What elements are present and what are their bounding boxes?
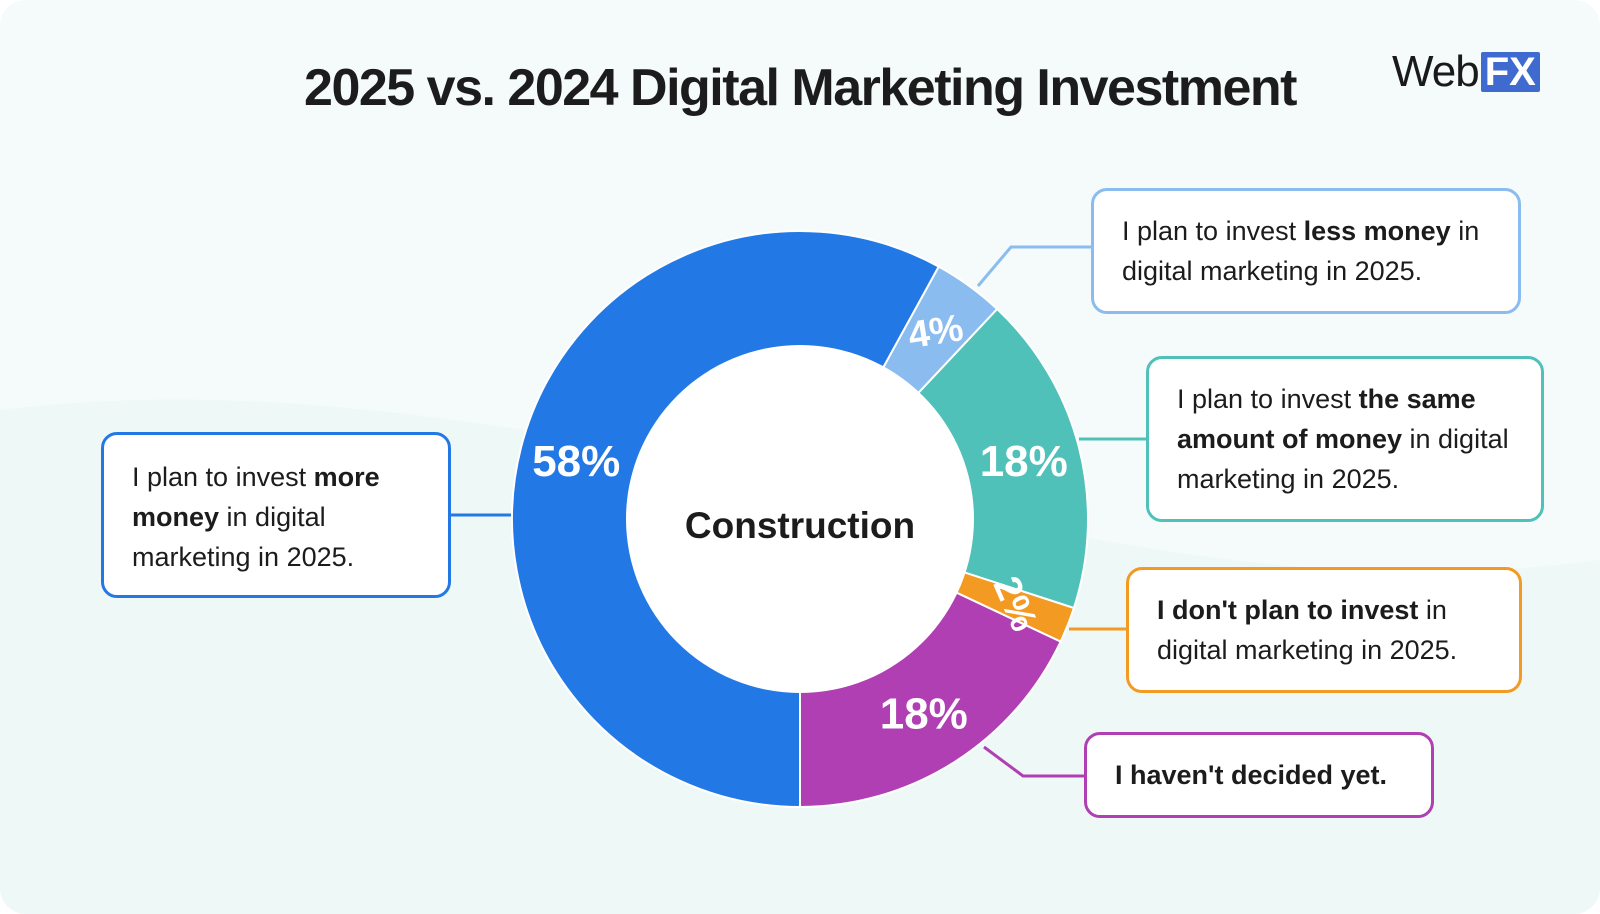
callout-none-post: in digital marketing in 2025. (1157, 595, 1458, 665)
logo-word: Web (1392, 47, 1480, 96)
callout-none-bold: I don't plan to invest (1157, 595, 1419, 625)
callout-less-money: I plan to invest less money in digital m… (1091, 188, 1521, 314)
callout-same-pre: I plan to invest (1177, 384, 1359, 414)
logo-mark: FX (1480, 52, 1540, 92)
slice-label-more: 58% (532, 437, 620, 486)
donut-hole (626, 345, 974, 693)
callout-more-money: I plan to invest more money in digital m… (101, 432, 451, 598)
center-label: Construction (685, 505, 915, 546)
callout-less-pre: I plan to invest (1122, 216, 1304, 246)
callout-same-money: I plan to invest the same amount of mone… (1146, 356, 1544, 522)
callout-undecided: I haven't decided yet. (1084, 732, 1434, 818)
callout-undecided-bold: I haven't decided yet. (1115, 760, 1388, 790)
slice-label-less: 4% (905, 307, 966, 357)
leader-line-less (976, 245, 1091, 287)
callout-more-bold: more money (132, 462, 380, 532)
callout-same-bold: the same amount of money (1177, 384, 1476, 454)
slice-label-same: 18% (980, 437, 1068, 486)
callout-less-bold: less money (1303, 216, 1451, 246)
callout-no-investment: I don't plan to invest in digital market… (1126, 567, 1522, 693)
leader-line-undecided (983, 745, 1084, 778)
slice-label-undecided: 18% (880, 690, 968, 739)
callout-more-post: in digital marketing in 2025. (132, 502, 355, 572)
page-title: 2025 vs. 2024 Digital Marketing Investme… (304, 59, 1297, 117)
callout-more-pre: I plan to invest (132, 462, 314, 492)
callout-same-post: in digital marketing in 2025. (1177, 424, 1509, 494)
leader-lines (451, 245, 1146, 778)
callout-less-post: in digital marketing in 2025. (1122, 216, 1480, 286)
webfx-logo: Web FX (1392, 50, 1540, 94)
